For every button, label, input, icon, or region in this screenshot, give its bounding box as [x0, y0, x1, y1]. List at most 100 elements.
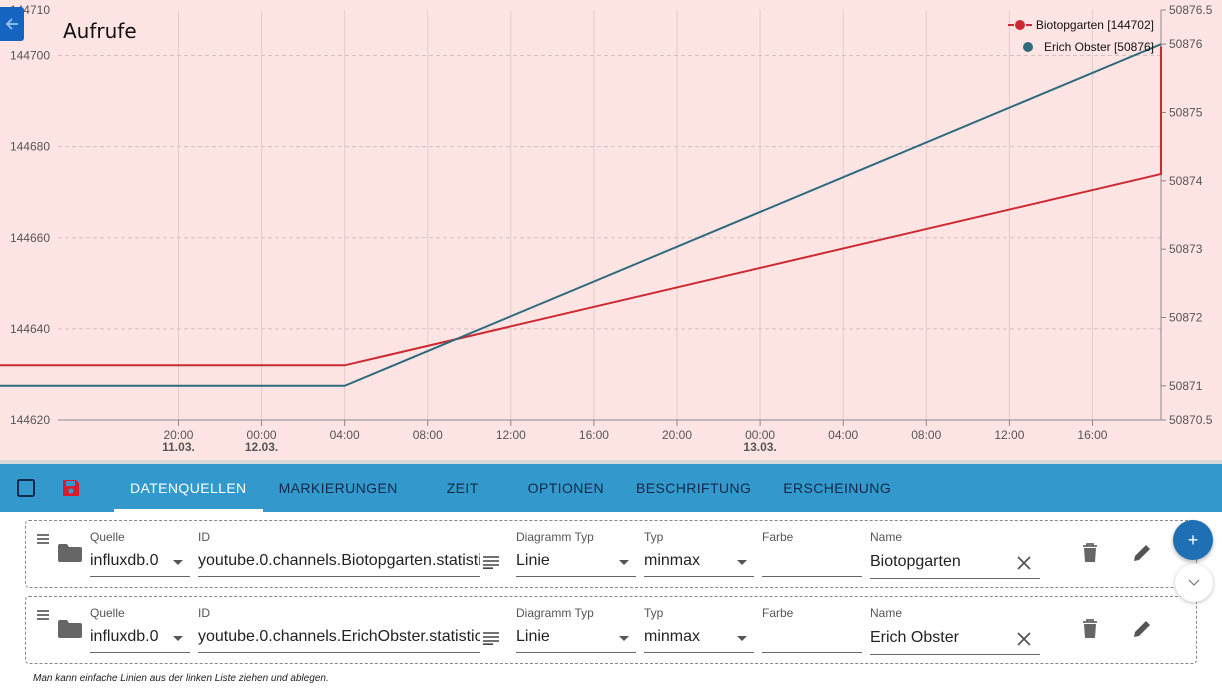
- y-left-tick-label: 144660: [10, 231, 50, 245]
- x-tick-label: 12:00: [994, 428, 1024, 442]
- checkbox-icon: [17, 479, 35, 497]
- edit-icon[interactable]: [1130, 617, 1154, 641]
- data-source-row[interactable]: Quelle influxdb.0 ID youtube.0.channels.…: [25, 596, 1197, 664]
- chart-type-label: Diagramm Typ: [516, 530, 594, 544]
- y-right-tick-label: 50876: [1169, 37, 1203, 51]
- x-tick-date-label: 12.03.: [245, 440, 278, 454]
- x-tick-label: 00:00: [745, 428, 775, 442]
- y-left-tick-label: 144640: [10, 322, 50, 336]
- x-tick-date-label: 11.03.: [162, 440, 195, 454]
- tab-markierungen[interactable]: MARKIERUNGEN: [278, 480, 398, 496]
- type-label: Typ: [644, 530, 664, 544]
- select-all-checkbox[interactable]: [14, 476, 38, 500]
- data-source-row[interactable]: Quelle influxdb.0 ID youtube.0.channels.…: [25, 520, 1197, 588]
- chart-type-label: Diagramm Typ: [516, 606, 594, 620]
- y-right-tick-label: 50873: [1169, 242, 1203, 256]
- folder-icon[interactable]: [57, 617, 83, 641]
- name-input[interactable]: Biotopgarten: [870, 553, 961, 570]
- drag-handle-icon[interactable]: [31, 603, 55, 627]
- save-icon: [63, 480, 79, 496]
- legend-label: Biotopgarten [144702]: [1035, 18, 1154, 32]
- folder-icon[interactable]: [57, 541, 83, 565]
- color-underline: [762, 652, 862, 653]
- legend-item-series1[interactable]: Biotopgarten [144702]: [1007, 14, 1154, 36]
- dropdown-arrow-icon[interactable]: [737, 636, 747, 641]
- clear-icon[interactable]: [1012, 551, 1036, 575]
- legend-swatch-series2: [1016, 41, 1040, 53]
- type-underline: [644, 652, 754, 653]
- chart-area: 20:00 11.03. 00:00 12.03. 04:00 08:00 12:00 16:…: [0, 0, 1222, 462]
- type-select[interactable]: minmax: [644, 552, 701, 569]
- data-sources-panel: Quelle influxdb.0 ID youtube.0.channels.…: [0, 512, 1222, 699]
- source-label: Quelle: [90, 530, 125, 544]
- x-tick-label: 20:00: [163, 428, 193, 442]
- chart-title: Aufrufe: [63, 19, 137, 43]
- y-left-tick-label: 144680: [10, 140, 50, 154]
- source-underline: [90, 576, 190, 577]
- list-icon[interactable]: [480, 628, 502, 648]
- name-underline: [870, 654, 1040, 655]
- x-tick-label: 16:00: [579, 428, 609, 442]
- source-select[interactable]: influxdb.0: [90, 552, 159, 569]
- chevron-down-icon: [1188, 579, 1200, 586]
- dropdown-arrow-icon[interactable]: [619, 560, 629, 565]
- name-input[interactable]: Erich Obster: [870, 629, 959, 646]
- splitter[interactable]: [0, 460, 1222, 464]
- id-underline: [198, 576, 480, 577]
- id-input[interactable]: youtube.0.channels.Biotopgarten.statisti…: [198, 552, 480, 569]
- drag-handle-icon[interactable]: [31, 527, 55, 551]
- tab-zeit[interactable]: ZEIT: [446, 480, 479, 496]
- expand-button[interactable]: [1175, 564, 1213, 602]
- y-left-tick-label: 144620: [10, 413, 50, 427]
- save-button[interactable]: [59, 476, 83, 500]
- chart-type-underline: [516, 576, 636, 577]
- x-tick-label: 00:00: [247, 428, 277, 442]
- back-button[interactable]: [0, 7, 24, 41]
- chart-type-select[interactable]: Linie: [516, 628, 550, 645]
- y-right-tick-label: 50870.5: [1169, 413, 1213, 427]
- arrow-left-icon: [5, 18, 18, 30]
- clear-icon[interactable]: [1012, 627, 1036, 651]
- edit-icon[interactable]: [1130, 541, 1154, 565]
- y-right-tick-label: 50871: [1169, 379, 1203, 393]
- tab-optionen[interactable]: OPTIONEN: [527, 480, 604, 496]
- plot-background: [0, 0, 1222, 460]
- x-tick-label: 04:00: [330, 428, 360, 442]
- chart-legend[interactable]: Biotopgarten [144702] Erich Obster [5087…: [1007, 14, 1154, 58]
- id-label: ID: [198, 530, 210, 544]
- y-right-tick-label: 50876.5: [1169, 3, 1213, 17]
- plus-icon: +: [1187, 529, 1199, 550]
- id-underline: [198, 652, 480, 653]
- color-underline: [762, 576, 862, 577]
- dropdown-arrow-icon[interactable]: [737, 560, 747, 565]
- editor-toolbar: DATENQUELLEN MARKIERUNGEN ZEIT OPTIONEN …: [0, 464, 1222, 512]
- legend-item-series2[interactable]: Erich Obster [50876]: [1008, 36, 1154, 58]
- delete-icon[interactable]: [1078, 617, 1102, 641]
- name-label: Name: [870, 530, 903, 544]
- tab-bar: DATENQUELLEN MARKIERUNGEN ZEIT OPTIONEN …: [114, 464, 907, 512]
- tab-datenquellen[interactable]: DATENQUELLEN: [114, 464, 263, 512]
- chart-type-select[interactable]: Linie: [516, 552, 550, 569]
- type-select[interactable]: minmax: [644, 628, 701, 645]
- dropdown-arrow-icon[interactable]: [619, 636, 629, 641]
- source-underline: [90, 652, 190, 653]
- x-tick-label: 20:00: [662, 428, 692, 442]
- x-tick-label: 16:00: [1077, 428, 1107, 442]
- series-line-2: [0, 43, 1162, 387]
- tab-erscheinung[interactable]: ERSCHEINUNG: [783, 480, 892, 496]
- source-select[interactable]: influxdb.0: [90, 628, 159, 645]
- name-underline: [870, 578, 1040, 579]
- dropdown-arrow-icon[interactable]: [173, 560, 183, 565]
- source-label: Quelle: [90, 606, 125, 620]
- chart-type-underline: [516, 652, 636, 653]
- id-label: ID: [198, 606, 210, 620]
- add-source-button[interactable]: +: [1173, 520, 1213, 560]
- list-icon[interactable]: [480, 552, 502, 572]
- tab-beschriftung[interactable]: BESCHRIFTUNG: [636, 480, 752, 496]
- dropdown-arrow-icon[interactable]: [173, 636, 183, 641]
- color-label: Farbe: [762, 606, 794, 620]
- series-line-1: [0, 46, 1162, 367]
- id-input[interactable]: youtube.0.channels.ErichObster.statistic…: [198, 628, 480, 645]
- delete-icon[interactable]: [1078, 541, 1102, 565]
